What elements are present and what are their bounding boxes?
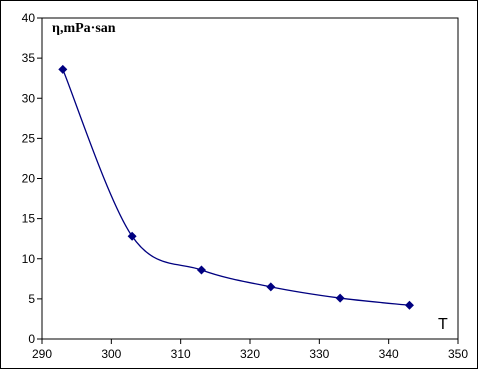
y-axis-title: η,mPa·san — [52, 21, 116, 36]
x-tick-label: 340 — [379, 347, 399, 361]
y-tick-label: 10 — [22, 252, 36, 266]
y-tick-label: 25 — [22, 131, 36, 145]
x-tick-label: 300 — [101, 347, 121, 361]
x-tick-label: 320 — [240, 347, 260, 361]
data-point — [127, 231, 137, 241]
y-tick-label: 0 — [28, 332, 35, 346]
y-tick-label: 15 — [22, 212, 36, 226]
x-tick-label: 290 — [32, 347, 52, 361]
y-tick-label: 20 — [22, 172, 36, 186]
series-markers — [58, 64, 414, 310]
plot-area — [41, 17, 459, 340]
x-axis: 290 300 310 320 330 340 350 — [32, 339, 468, 361]
x-tick-label: 310 — [171, 347, 191, 361]
y-tick-label: 40 — [22, 11, 36, 25]
data-point — [404, 300, 414, 310]
y-tick-label: 5 — [28, 292, 35, 306]
y-tick-label: 35 — [22, 51, 36, 65]
data-point — [196, 265, 206, 275]
x-axis-title: T — [438, 316, 448, 333]
y-axis: 0 5 10 15 20 25 30 35 40 — [22, 11, 42, 346]
y-tick-label: 30 — [22, 91, 36, 105]
data-point — [266, 282, 276, 292]
data-point — [335, 293, 345, 303]
x-tick-label: 330 — [309, 347, 329, 361]
data-point — [58, 64, 68, 74]
x-tick-label: 350 — [448, 347, 468, 361]
